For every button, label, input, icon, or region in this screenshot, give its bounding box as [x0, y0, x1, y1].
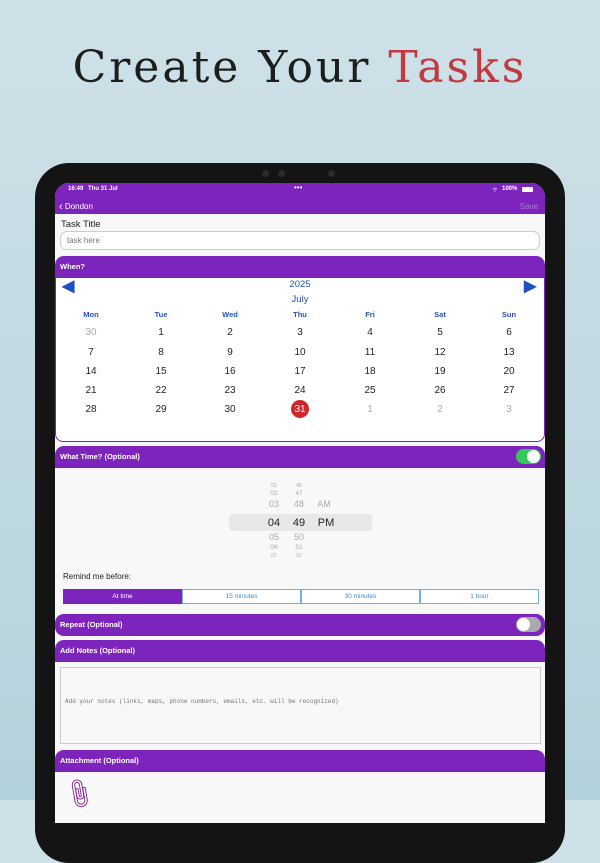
- repeat-toggle[interactable]: [516, 617, 541, 632]
- picker-selection: [229, 514, 372, 531]
- battery-percent: 100%: [502, 186, 518, 192]
- remind-label: Remind me before:: [63, 572, 132, 581]
- calendar-day[interactable]: 1: [367, 404, 373, 415]
- hour-option[interactable]: 01: [271, 483, 277, 489]
- calendar-day[interactable]: 3: [506, 404, 512, 415]
- attachment-header: Attachment (Optional): [55, 750, 545, 772]
- calendar-day[interactable]: 26: [434, 385, 446, 396]
- weekday-label: Sun: [501, 310, 517, 319]
- remind-option[interactable]: 15 minutes: [182, 589, 301, 604]
- hour-option[interactable]: 03: [268, 499, 279, 509]
- when-header: When?: [55, 256, 545, 278]
- calendar-day[interactable]: 23: [224, 385, 236, 396]
- calendar-day[interactable]: 18: [364, 366, 376, 377]
- camera-icon: [278, 170, 285, 177]
- calendar-day[interactable]: 29: [155, 404, 167, 415]
- calendar-day[interactable]: 27: [503, 385, 515, 396]
- calendar-day[interactable]: 5: [437, 327, 443, 338]
- minute-option[interactable]: 47: [295, 490, 303, 497]
- next-month-icon[interactable]: ▶: [524, 278, 537, 295]
- notes-input[interactable]: [60, 667, 541, 744]
- am-option[interactable]: AM: [317, 499, 331, 509]
- pm-option[interactable]: PM: [317, 517, 335, 529]
- battery-icon: [522, 187, 533, 192]
- calendar-day[interactable]: 19: [434, 366, 446, 377]
- calendar-day[interactable]: 17: [294, 366, 306, 377]
- calendar-day[interactable]: 6: [506, 327, 512, 338]
- status-time: 16:49: [68, 186, 84, 192]
- calendar-day[interactable]: 21: [85, 385, 97, 396]
- remind-option[interactable]: 30 minutes: [301, 589, 420, 604]
- calendar-day[interactable]: 25: [364, 385, 376, 396]
- weekday-label: Mon: [83, 310, 99, 319]
- headline-text: Create Your: [72, 42, 372, 93]
- notes-header: Add Notes (Optional): [55, 640, 545, 662]
- calendar-day[interactable]: 8: [158, 347, 164, 358]
- wifi-icon: ⌔: [492, 188, 498, 194]
- calendar-day[interactable]: 14: [85, 366, 97, 377]
- app-screen: 16:49 Thu 31 Jul ••• ⌔ 100% ‹ Dondon Sav…: [55, 183, 545, 823]
- weekday-label: Thu: [293, 310, 307, 319]
- calendar-day[interactable]: 28: [85, 404, 97, 415]
- calendar-day[interactable]: 22: [155, 385, 167, 396]
- repeat-header-label: Repeat (Optional): [60, 620, 123, 629]
- weekday-label: Fri: [365, 310, 375, 319]
- headline: Create Your Tasks: [0, 42, 600, 93]
- time-header-label: What Time? (Optional): [60, 452, 140, 461]
- calendar-year: 2025: [289, 279, 311, 290]
- chevron-left-icon: ‹: [59, 201, 63, 213]
- save-button[interactable]: Save: [519, 202, 538, 211]
- calendar-day[interactable]: 10: [294, 347, 306, 358]
- calendar-day[interactable]: 1: [158, 327, 164, 338]
- calendar-day[interactable]: 9: [227, 347, 233, 358]
- hour-option[interactable]: 07: [271, 553, 277, 559]
- calendar-month: July: [291, 294, 309, 305]
- hour-option[interactable]: 02: [270, 490, 278, 497]
- calendar-day[interactable]: 30: [224, 404, 236, 415]
- calendar-day[interactable]: 4: [367, 327, 373, 338]
- calendar-day[interactable]: 12: [434, 347, 446, 358]
- calendar-day[interactable]: 15: [155, 366, 167, 377]
- minute-option[interactable]: 51: [295, 544, 303, 551]
- calendar-day[interactable]: 31: [280, 400, 320, 418]
- remind-option[interactable]: 1 hour: [420, 589, 539, 604]
- back-label: Dondon: [64, 202, 93, 211]
- task-title-input[interactable]: [60, 231, 540, 250]
- calendar-day[interactable]: 16: [224, 366, 236, 377]
- calendar-day[interactable]: 2: [227, 327, 233, 338]
- prev-month-icon[interactable]: ◀: [62, 278, 75, 295]
- calendar-day[interactable]: 11: [364, 347, 376, 358]
- minute-option[interactable]: 52: [296, 553, 302, 559]
- calendar-day[interactable]: 3: [297, 327, 303, 338]
- back-button[interactable]: ‹ Dondon: [59, 200, 93, 213]
- minute-option[interactable]: 49: [292, 517, 306, 529]
- minute-option[interactable]: 48: [293, 499, 304, 509]
- remind-option[interactable]: At time: [63, 589, 182, 604]
- weekday-label: Wed: [222, 310, 238, 319]
- calendar-day[interactable]: 2: [437, 404, 443, 415]
- minute-option[interactable]: 46: [296, 483, 302, 489]
- task-title-label: Task Title: [61, 219, 101, 230]
- calendar-day[interactable]: 24: [294, 385, 306, 396]
- calendar-day[interactable]: 20: [503, 366, 515, 377]
- paperclip-icon[interactable]: 📎︎: [60, 775, 98, 812]
- status-date: Thu 31 Jul: [88, 186, 118, 192]
- hour-option[interactable]: 05: [268, 532, 279, 542]
- repeat-header: Repeat (Optional): [55, 614, 545, 636]
- calendar-day[interactable]: 7: [88, 347, 94, 358]
- multitask-dots-icon[interactable]: •••: [294, 183, 303, 192]
- sensor-icon: [328, 170, 335, 177]
- headline-highlight: Tasks: [388, 42, 528, 93]
- top-bar: 16:49 Thu 31 Jul ••• ⌔ 100% ‹ Dondon Sav…: [55, 183, 545, 214]
- time-toggle[interactable]: [516, 449, 541, 464]
- calendar-day[interactable]: 13: [503, 347, 515, 358]
- weekday-label: Tue: [154, 310, 168, 319]
- time-header: What Time? (Optional): [55, 446, 545, 468]
- hour-option[interactable]: 06: [270, 544, 278, 551]
- calendar-day[interactable]: 30: [85, 327, 97, 338]
- hour-option[interactable]: 04: [267, 517, 281, 529]
- minute-option[interactable]: 50: [293, 532, 304, 542]
- sensor-icon: [262, 170, 269, 177]
- weekday-label: Sat: [434, 310, 446, 319]
